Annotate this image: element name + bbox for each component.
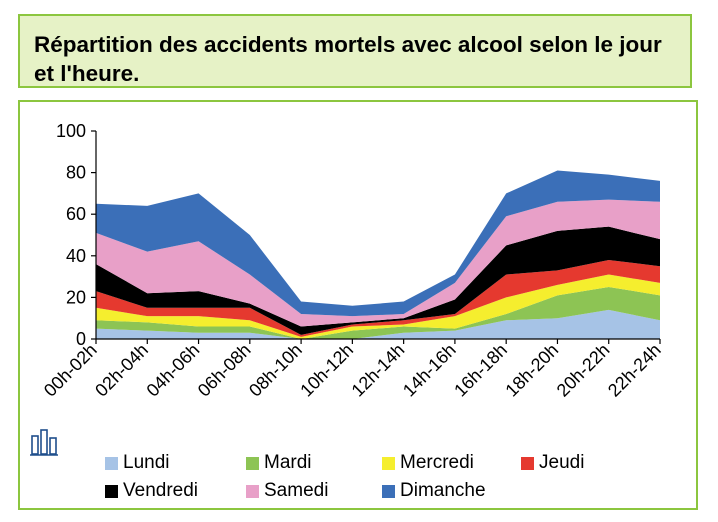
title-box: Répartition des accidents mortels avec a… [18,14,692,88]
legend-label: Lundi [123,452,170,473]
legend-swatch [246,484,259,498]
x-tick-label: 22h-24h [604,340,665,401]
x-tick-label: 06h-08h [194,340,255,401]
legend-label: Mardi [264,452,312,473]
area-vendredi [96,226,660,335]
legend-label: Jeudi [539,452,585,473]
legend-item-dimanche: Dimanche [382,479,486,503]
legend-swatch [382,456,395,470]
legend-item-lundi: Lundi [105,451,170,475]
x-tick-label: 16h-18h [450,340,511,401]
legend-swatch [105,484,118,498]
legend-label: Samedi [264,480,329,501]
legend-item-jeudi: Jeudi [521,451,584,475]
legend-item-mardi: Mardi [246,451,312,475]
x-tick-label: 14h-16h [399,340,460,401]
area-dimanche [96,170,660,317]
y-tick-label: 40 [66,246,86,266]
area-samedi [96,199,660,327]
x-tick-label: 00h-02h [40,340,101,401]
area-jeudi [96,259,660,337]
area-lundi [96,309,660,339]
y-tick-label: 80 [66,163,86,183]
x-tick-label: 10h-12h [296,340,357,401]
x-tick-label: 04h-06h [143,340,204,401]
x-tick-label: 08h-10h [245,340,306,401]
chart-title: Répartition des accidents mortels avec a… [34,32,662,86]
legend-item-vendredi: Vendredi [105,479,198,503]
statistique-publique-logo [24,424,64,474]
x-tick-label: 12h-14h [348,340,409,401]
y-tick-label: 60 [66,204,86,224]
area-mercredi [96,274,660,339]
legend-label: Mercredi [400,452,474,473]
legend-label: Dimanche [400,480,486,501]
y-tick-label: 100 [56,121,86,141]
legend-swatch [382,484,395,498]
legend-swatch [246,456,259,470]
y-tick-label: 0 [76,329,86,349]
legend-swatch [105,456,118,470]
x-tick-label: 20h-22h [553,340,614,401]
legend-item-mercredi: Mercredi [382,451,474,475]
x-tick-label: 02h-04h [91,340,152,401]
x-tick-label: 18h-20h [501,340,562,401]
area-mardi [96,287,660,339]
legend-swatch [521,456,534,470]
legend-item-samedi: Samedi [246,479,328,503]
legend-label: Vendredi [123,480,199,501]
y-tick-label: 20 [66,287,86,307]
